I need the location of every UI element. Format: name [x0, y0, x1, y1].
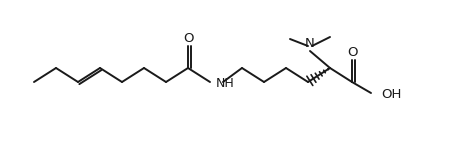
Text: O: O — [347, 45, 358, 58]
Text: O: O — [183, 32, 194, 45]
Text: N: N — [304, 37, 314, 50]
Text: OH: OH — [380, 88, 401, 102]
Text: NH: NH — [216, 76, 234, 90]
